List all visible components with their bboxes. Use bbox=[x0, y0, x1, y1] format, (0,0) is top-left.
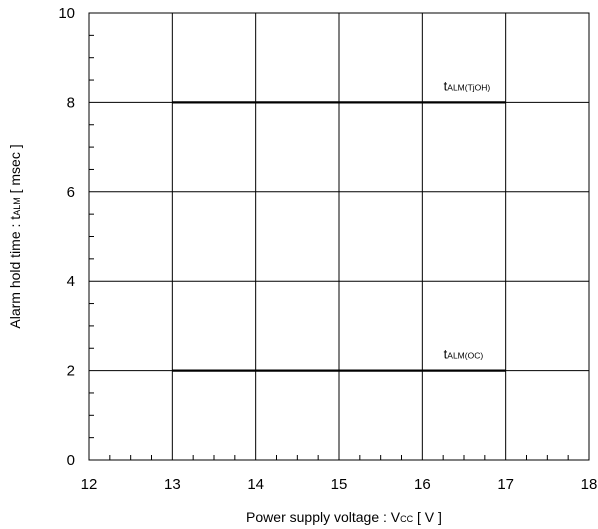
y-tick-label: 2 bbox=[67, 363, 75, 380]
y-axis-title-main: Alarm hold time : t bbox=[7, 216, 23, 329]
y-tick-label: 4 bbox=[67, 273, 75, 290]
x-tick-label: 17 bbox=[497, 476, 514, 493]
series-lines bbox=[172, 101, 506, 372]
x-tick-labels: 12 13 14 15 16 17 18 bbox=[81, 476, 598, 493]
x-tick-label: 16 bbox=[414, 476, 431, 493]
y-tick-label: 6 bbox=[67, 184, 75, 201]
x-axis-title-sub: CC bbox=[400, 514, 413, 524]
y-tick-label: 10 bbox=[58, 5, 75, 22]
x-axis-title-unit: [ V ] bbox=[413, 509, 442, 525]
x-tick-label: 12 bbox=[81, 476, 98, 493]
grid-lines bbox=[89, 13, 589, 460]
x-tick-label: 18 bbox=[581, 476, 598, 493]
x-tick-label: 14 bbox=[247, 476, 264, 493]
y-tick-label: 8 bbox=[67, 94, 75, 111]
y-tick-label: 0 bbox=[67, 452, 75, 469]
series-label: tALM(OC) bbox=[444, 347, 484, 362]
x-axis-title-main: Power supply voltage : V bbox=[246, 509, 401, 525]
series-label-sub: ALM(TjOH) bbox=[447, 82, 490, 92]
x-axis-title: Power supply voltage : VCC [ V ] bbox=[246, 509, 442, 525]
x-tick-label: 13 bbox=[164, 476, 181, 493]
series-label-sub: ALM(OC) bbox=[447, 351, 483, 361]
series-label-main: t bbox=[444, 78, 448, 93]
series-label: tALM(TjOH) bbox=[444, 78, 491, 93]
series-label-main: t bbox=[444, 347, 448, 362]
x-tick-label: 15 bbox=[331, 476, 348, 493]
minor-ticks bbox=[89, 34, 569, 460]
y-axis-title-sub: ALM bbox=[12, 197, 22, 216]
y-axis-title-unit: [ msec ] bbox=[7, 144, 23, 197]
series-labels: tALM(TjOH)tALM(OC) bbox=[444, 78, 491, 361]
y-axis-title: Alarm hold time : tALM [ msec ] bbox=[7, 144, 23, 328]
plot-frame bbox=[88, 12, 590, 461]
y-tick-labels: 0 2 4 6 8 10 bbox=[58, 5, 75, 469]
